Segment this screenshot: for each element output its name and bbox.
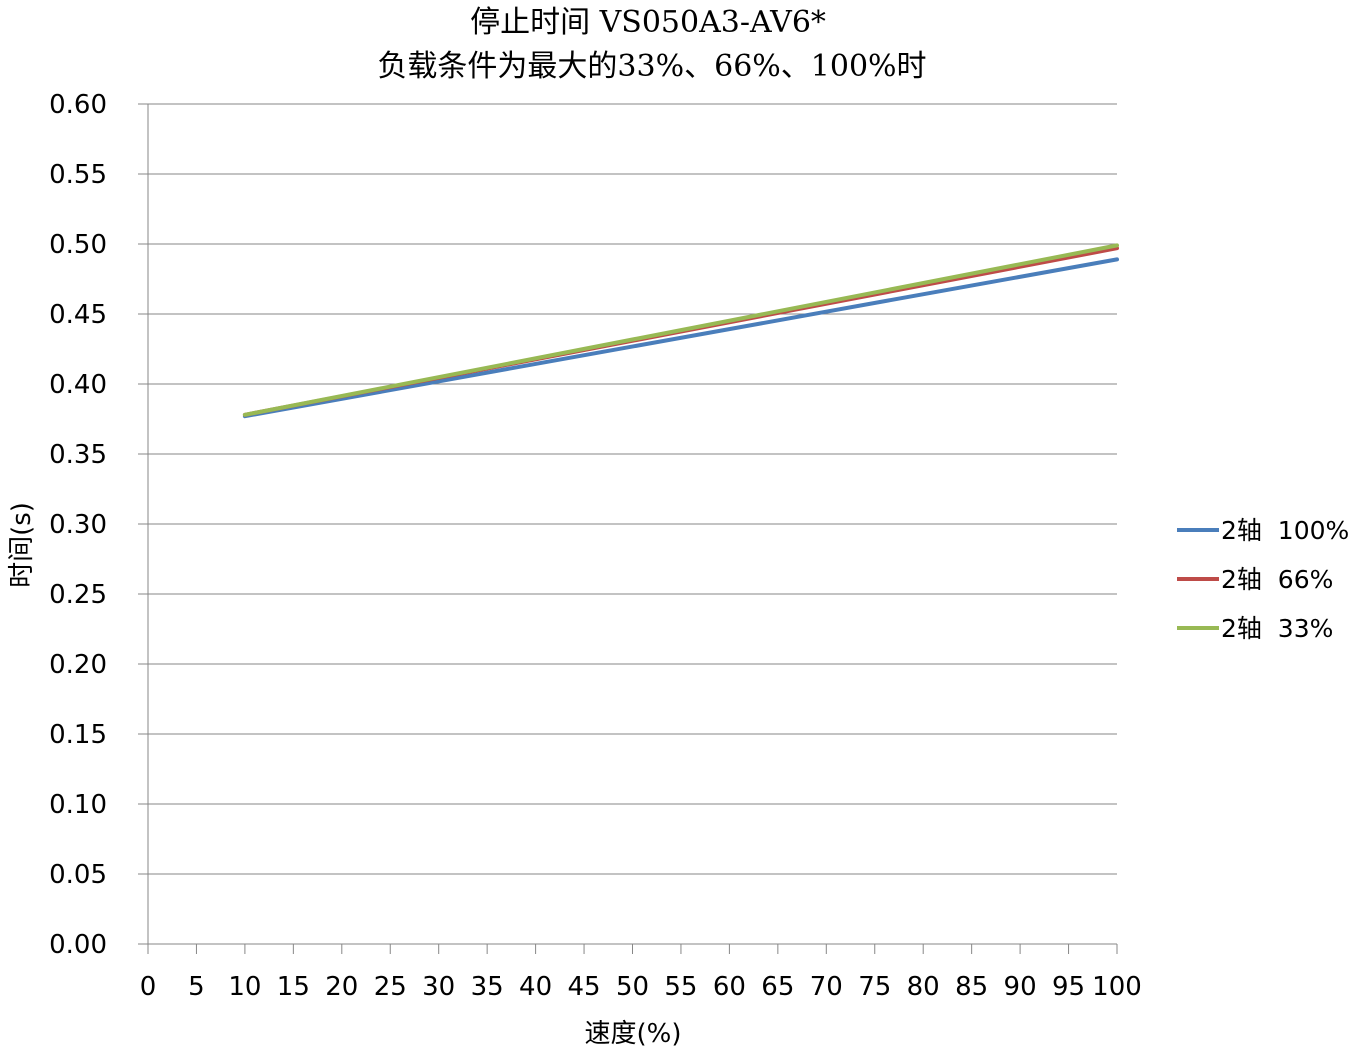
- y-tick-label: 0.45: [49, 300, 107, 330]
- chart-title: 停止时间 VS050A3-AV6*: [470, 5, 826, 40]
- x-tick-label: 50: [616, 972, 649, 1002]
- gridlines: [148, 103, 1117, 875]
- y-tick-label: 0.55: [49, 160, 107, 190]
- x-tick-labels: 0 5 10 15 20 25 30 35 40 45 50 55 60 65 70 75 80 85 90 95 10…: [140, 972, 1142, 1002]
- x-tick-label: 85: [955, 972, 988, 1002]
- x-tick-label: 95: [1052, 972, 1085, 1002]
- y-tick-label: 0.50: [49, 230, 107, 260]
- y-tick-label: 0.60: [49, 90, 107, 120]
- x-tick-label: 40: [519, 972, 552, 1002]
- x-tick-label: 90: [1004, 972, 1037, 1002]
- series-line-3: [242, 243, 1119, 417]
- legend: 2轴 100% 2轴 66% 2轴 33%: [1177, 516, 1349, 643]
- axes: [138, 103, 1118, 954]
- y-tick-label: 0.25: [49, 580, 107, 610]
- y-tick-label: 0.05: [49, 860, 107, 890]
- x-tick-label: 75: [858, 972, 891, 1002]
- x-tick-label: 5: [188, 972, 205, 1002]
- x-tick-label: 10: [228, 972, 261, 1002]
- x-tick-label: 15: [277, 972, 310, 1002]
- y-tick-labels: 0.00 0.05 0.10 0.15 0.20 0.25 0.30 0.35 0.40 0.45…: [49, 90, 107, 960]
- x-tick-label: 20: [325, 972, 358, 1002]
- x-axis-title: 速度(%): [585, 1019, 682, 1049]
- x-tick-label: 80: [907, 972, 940, 1002]
- legend-label-1: 2轴 100%: [1221, 516, 1349, 545]
- y-tick-label: 0.00: [49, 930, 107, 960]
- x-tick-label: 35: [471, 972, 504, 1002]
- y-tick-label: 0.30: [49, 510, 107, 540]
- x-tick-label: 60: [713, 972, 746, 1002]
- x-tick-label: 100: [1092, 972, 1142, 1002]
- x-tick-label: 25: [374, 972, 407, 1002]
- y-tick-label: 0.35: [49, 440, 107, 470]
- x-tick-label: 70: [810, 972, 843, 1002]
- x-tick-label: 65: [761, 972, 794, 1002]
- y-tick-label: 0.20: [49, 650, 107, 680]
- y-tick-label: 0.10: [49, 790, 107, 820]
- legend-label-3: 2轴 33%: [1221, 614, 1333, 643]
- legend-label-2: 2轴 66%: [1221, 565, 1333, 594]
- y-axis-title: 时间(s): [7, 502, 37, 588]
- series-lines: [242, 243, 1119, 419]
- x-tick-label: 30: [422, 972, 455, 1002]
- series-line-1: [242, 257, 1119, 419]
- x-tick-label: 0: [140, 972, 157, 1002]
- chart-subtitle: 负载条件为最大的33%、66%、100%时: [377, 49, 926, 84]
- y-tick-label: 0.15: [49, 720, 107, 750]
- x-tick-label: 45: [568, 972, 601, 1002]
- x-tick-label: 55: [664, 972, 697, 1002]
- y-tick-label: 0.40: [49, 370, 107, 400]
